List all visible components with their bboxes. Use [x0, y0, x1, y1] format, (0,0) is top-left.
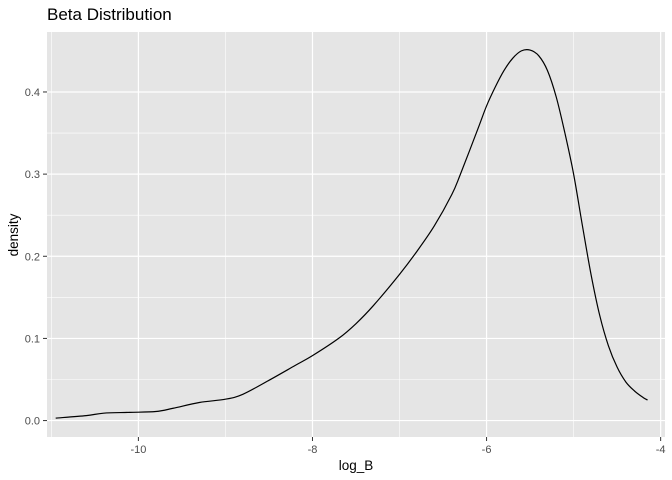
x-tick-label: -8 [308, 444, 318, 456]
plot-panel [47, 32, 665, 437]
density-curve [55, 49, 648, 419]
y-tick-label: 0.0 [25, 416, 40, 428]
x-tick-label: -10 [130, 444, 146, 456]
y-tick-label: 0.3 [25, 169, 40, 181]
y-tick-label: 0.1 [25, 333, 40, 345]
major-gridlines [47, 32, 665, 437]
y-tick-label: 0.4 [25, 87, 40, 99]
x-axis-title: log_B [339, 458, 374, 473]
x-tick-label: -6 [482, 444, 492, 456]
chart-title: Beta Distribution [47, 5, 172, 24]
y-axis-title: density [6, 213, 21, 256]
x-axis-ticks: -10 -8 -6 -4 [130, 437, 666, 456]
x-tick-label: -4 [656, 444, 666, 456]
minor-gridlines [47, 32, 665, 437]
y-tick-label: 0.2 [25, 251, 40, 263]
y-axis-ticks: 0.0 0.1 0.2 0.3 0.4 [25, 87, 47, 428]
